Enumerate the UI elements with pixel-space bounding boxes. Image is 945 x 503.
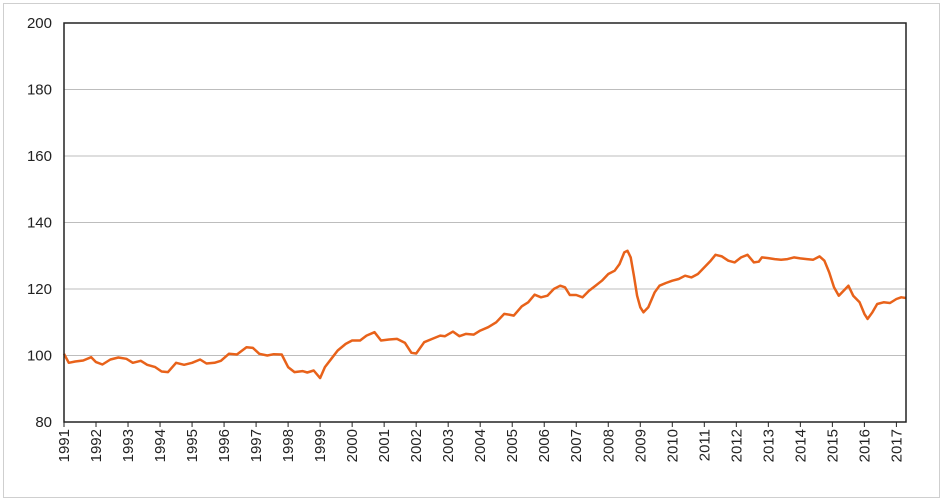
x-tick-label: 2004 [472,429,489,462]
grid-lines [64,89,906,356]
y-tick-label: 140 [27,215,52,232]
x-tick-label: 1994 [152,429,169,462]
x-tick-label: 2016 [856,429,873,462]
y-tick-label: 80 [35,414,52,431]
x-tick-label: 2009 [632,429,649,462]
x-tick-label: 1995 [184,429,201,462]
x-tick-label: 2012 [728,429,745,462]
y-axis-tick-labels: 80 100 120 140 160 180 200 [27,15,52,431]
x-tick-label: 2005 [504,429,521,462]
x-tick-label: 2014 [792,429,809,462]
x-tick-label: 2010 [664,429,681,462]
x-tick-label: 2006 [536,429,553,462]
x-tick-label: 2002 [408,429,425,462]
x-tick-label: 2007 [568,429,585,462]
y-tick-label: 180 [27,82,52,99]
plot-area-border [63,22,907,423]
x-tick-label: 1991 [56,429,73,462]
x-tick-label: 1992 [88,429,105,462]
chart-frame [3,3,940,498]
x-tick-label: 2003 [440,429,457,462]
y-tick-label: 100 [27,348,52,365]
x-tick-label: 2015 [824,429,841,462]
x-tick-label: 1999 [312,429,329,462]
series-group [62,249,907,380]
x-tick-label: 2017 [888,429,905,462]
y-tick-label: 120 [27,281,52,298]
x-tick-label: 2000 [344,429,361,462]
x-tick-label: 1993 [120,429,137,462]
x-tick-label: 2013 [760,429,777,462]
x-tick-label: 2001 [376,429,393,462]
x-tick-label: 1997 [248,429,265,462]
x-tick-label: 1996 [216,429,233,462]
y-tick-label: 200 [27,15,52,32]
series-line-0 [62,249,907,380]
x-tick-label: 2008 [600,429,617,462]
x-tick-label: 2011 [696,429,713,461]
y-tick-label: 160 [27,148,52,165]
x-axis-tick-labels: 1991 1992 1993 1994 1995 1996 1997 1998 1999 2000… [56,422,905,462]
x-tick-label: 1998 [280,429,297,462]
